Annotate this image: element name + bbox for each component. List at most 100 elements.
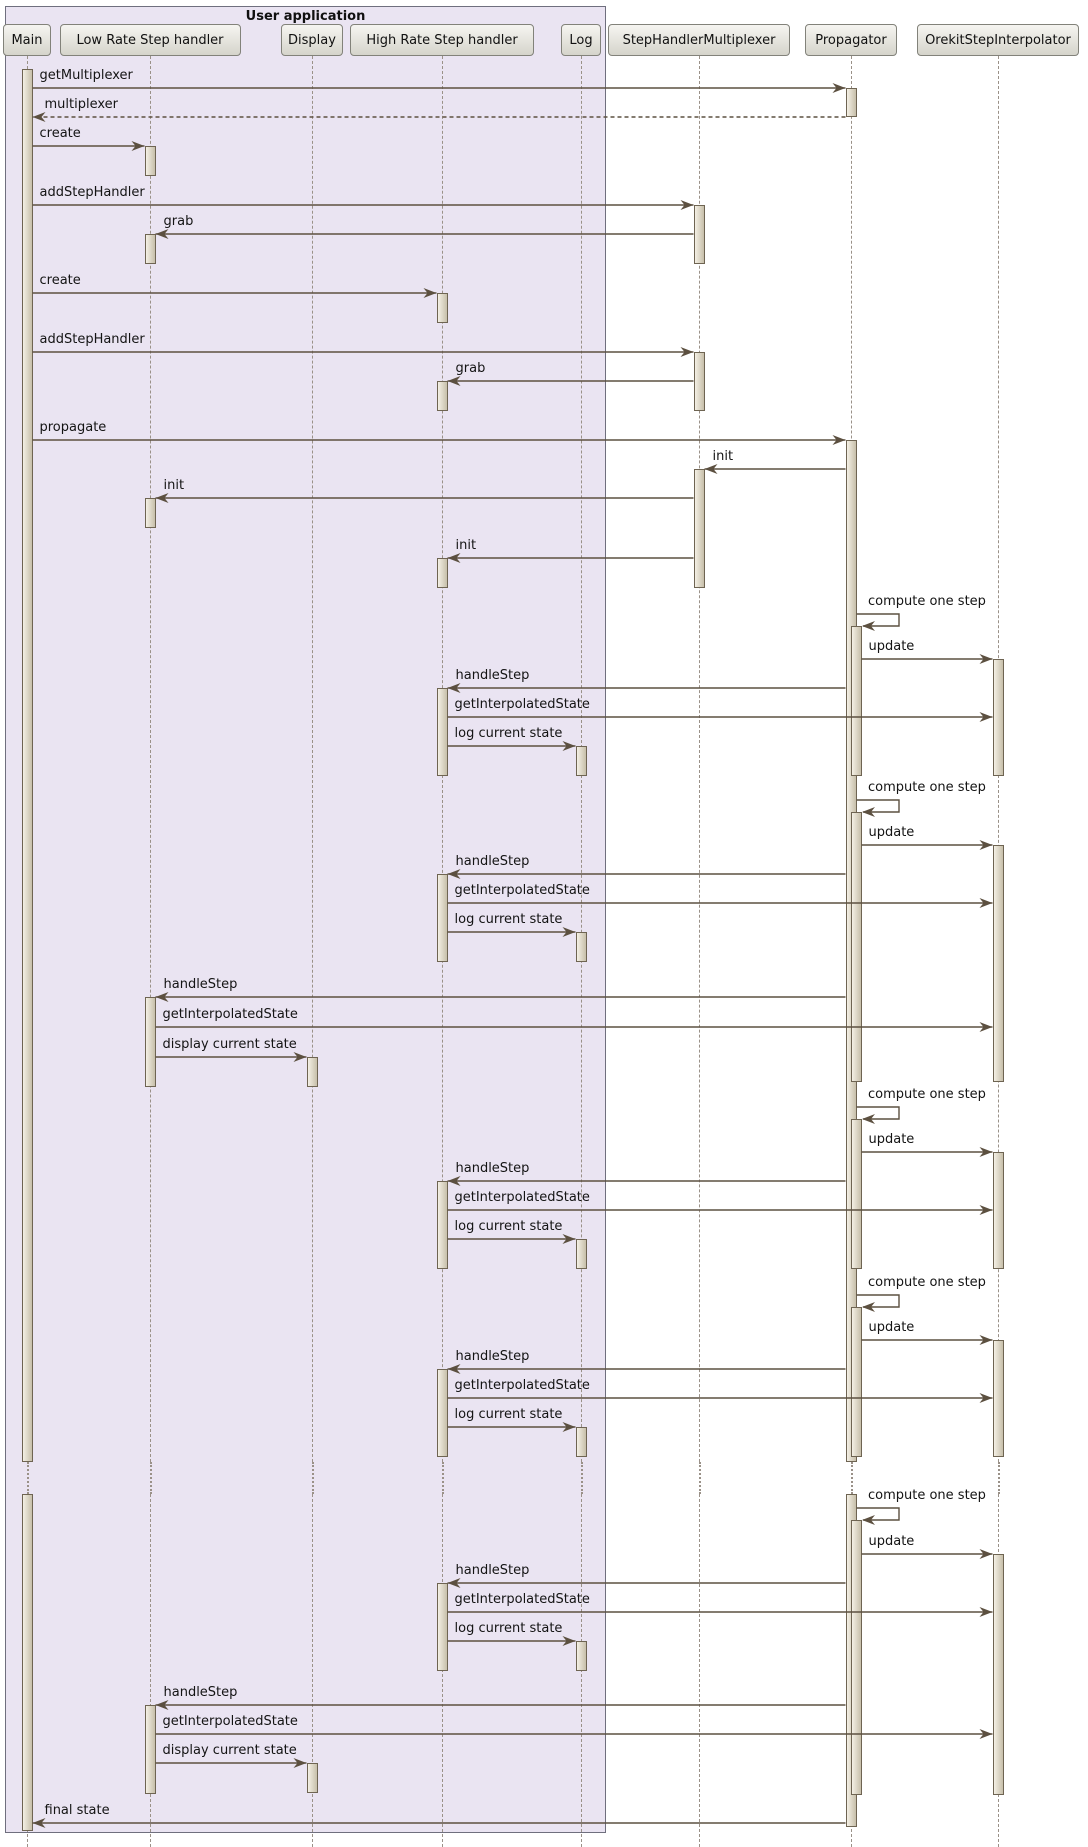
arrowhead xyxy=(155,493,169,503)
lifeline-interpolator xyxy=(998,1462,1000,1494)
message-label: getInterpolatedState xyxy=(454,1592,590,1607)
arrowhead xyxy=(155,992,169,1002)
message-label: init xyxy=(455,538,477,553)
participant-low_rate: Low Rate Step handler xyxy=(59,24,241,56)
activation-bar-display xyxy=(306,1057,318,1087)
arrowhead xyxy=(979,1393,993,1403)
lifeline-propagator xyxy=(851,1462,853,1494)
message-label: handleStep xyxy=(455,1349,530,1364)
arrowhead xyxy=(32,1818,46,1828)
activation-bar-high_rate xyxy=(436,874,448,962)
message-label: init xyxy=(163,478,185,493)
message-label: log current state xyxy=(454,912,563,927)
activation-bar-interpolator xyxy=(992,845,1004,1082)
arrowhead xyxy=(979,1335,993,1345)
activation-bar-low_rate xyxy=(144,1705,156,1794)
arrowhead xyxy=(680,200,694,210)
activation-bar-propagator xyxy=(850,1307,862,1457)
frame-title: User application xyxy=(245,9,366,24)
arrowhead xyxy=(862,1515,875,1525)
arrowhead xyxy=(862,1114,875,1124)
activation-bar-display xyxy=(306,1763,318,1793)
participant-propagator: Propagator xyxy=(805,24,897,56)
message-label: handleStep xyxy=(163,977,238,992)
arrowhead xyxy=(562,1234,576,1244)
arrowhead xyxy=(447,1364,461,1374)
participant-interpolator: OrekitStepInterpolator xyxy=(917,24,1079,56)
activation-bar-low_rate xyxy=(144,997,156,1087)
activation-bar-propagator xyxy=(850,812,862,1082)
participant-log: Log xyxy=(561,24,601,56)
activation-bar-propagator xyxy=(850,1520,862,1795)
arrowhead xyxy=(32,112,46,122)
arrowhead xyxy=(562,927,576,937)
lifeline-low_rate xyxy=(150,56,151,1462)
message-label: display current state xyxy=(162,1037,297,1052)
message-label: addStepHandler xyxy=(39,185,145,200)
activation-bar-high_rate xyxy=(436,381,448,411)
arrowhead xyxy=(979,1607,993,1617)
activation-bar-log xyxy=(575,932,587,962)
lifeline-display xyxy=(312,1462,314,1494)
message-label: log current state xyxy=(454,1407,563,1422)
arrowhead xyxy=(447,683,461,693)
message-label: handleStep xyxy=(163,1685,238,1700)
activation-bar-propagator xyxy=(850,626,862,776)
arrowhead xyxy=(447,869,461,879)
activation-bar-high_rate xyxy=(436,293,448,323)
message-arrow xyxy=(856,1106,900,1120)
activation-bar-propagator xyxy=(845,88,857,117)
message-label: create xyxy=(39,126,81,141)
message-label: getInterpolatedState xyxy=(162,1007,298,1022)
activation-bar-main xyxy=(21,69,33,1462)
message-label: getInterpolatedState xyxy=(454,883,590,898)
message-label: log current state xyxy=(454,726,563,741)
message-label: init xyxy=(712,449,734,464)
message-label: update xyxy=(868,639,915,654)
message-label: update xyxy=(868,1534,915,1549)
activation-bar-high_rate xyxy=(436,1369,448,1457)
lifeline-multiplexer xyxy=(699,1494,700,1847)
message-label: grab xyxy=(455,361,486,376)
activation-bar-high_rate xyxy=(436,1583,448,1671)
arrowhead xyxy=(155,1700,169,1710)
activation-bar-multiplexer xyxy=(693,205,705,264)
lifeline-low_rate xyxy=(150,1462,152,1494)
user-application-frame: User application xyxy=(5,6,606,1833)
message-label: getInterpolatedState xyxy=(454,1378,590,1393)
message-arrow xyxy=(856,1507,900,1521)
message-arrow xyxy=(856,799,900,813)
message-label: create xyxy=(39,273,81,288)
participant-high_rate: High Rate Step handler xyxy=(350,24,534,56)
arrowhead xyxy=(979,654,993,664)
activation-bar-multiplexer xyxy=(693,469,705,588)
activation-bar-high_rate xyxy=(436,688,448,776)
message-label: update xyxy=(868,1132,915,1147)
arrowhead xyxy=(131,141,145,151)
message-label: getInterpolatedState xyxy=(162,1714,298,1729)
message-label: compute one step xyxy=(868,1275,986,1290)
arrowhead xyxy=(979,1205,993,1215)
message-label: compute one step xyxy=(868,780,986,795)
arrowhead xyxy=(562,1636,576,1646)
message-label: grab xyxy=(163,214,194,229)
message-label: compute one step xyxy=(868,1087,986,1102)
arrowhead xyxy=(293,1052,307,1062)
message-label: final state xyxy=(44,1803,110,1818)
activation-bar-low_rate xyxy=(144,146,156,176)
arrowhead xyxy=(862,1302,875,1312)
activation-bar-log xyxy=(575,1239,587,1269)
lifeline-multiplexer xyxy=(699,1462,701,1494)
arrowhead xyxy=(979,898,993,908)
arrowhead xyxy=(447,1578,461,1588)
activation-bar-interpolator xyxy=(992,1554,1004,1795)
message-label: handleStep xyxy=(455,1563,530,1578)
message-arrow xyxy=(856,613,900,627)
arrowhead xyxy=(680,347,694,357)
participant-display: Display xyxy=(281,24,343,56)
participant-main: Main xyxy=(3,24,51,56)
message-label: getInterpolatedState xyxy=(454,1190,590,1205)
message-label: update xyxy=(868,1320,915,1335)
arrowhead xyxy=(979,840,993,850)
